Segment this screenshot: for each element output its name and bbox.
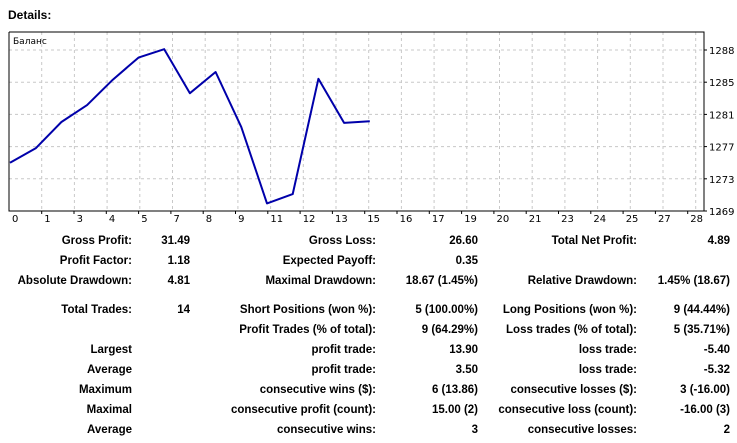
stat-value: 2 — [723, 424, 730, 436]
stat-value: 4.89 — [707, 235, 730, 247]
stat-label: consecutive wins: — [276, 424, 376, 436]
stat-label: consecutive losses: — [527, 424, 637, 436]
stat-label: Profit Factor: — [59, 255, 132, 267]
x-tick-label: 12 — [303, 214, 316, 225]
stat-value: 14 — [177, 304, 190, 316]
stat-value: 1.45% (18.67) — [657, 275, 730, 287]
y-tick-label: 1269 — [709, 207, 734, 218]
x-tick-label: 28 — [690, 214, 703, 225]
plot-border — [8, 31, 705, 212]
stat-value: 26.60 — [449, 235, 478, 247]
stat-label: Profit Trades (% of total): — [239, 324, 376, 336]
stat-value: 3 — [471, 424, 478, 436]
x-tick-label: 23 — [561, 214, 574, 225]
stat-value: 13.90 — [449, 344, 478, 356]
stat-label: Largest — [90, 344, 132, 356]
stat-label: Average — [87, 424, 132, 436]
stat-label: Gross Loss: — [308, 235, 376, 247]
stat-value: 3.50 — [455, 364, 478, 376]
x-tick-label: 25 — [626, 214, 639, 225]
x-tick-label: 17 — [432, 214, 445, 225]
x-tick-label: 21 — [529, 214, 542, 225]
stat-value: 9 (64.29%) — [421, 324, 478, 336]
stat-label: Average — [87, 364, 132, 376]
legend-label: Баланс — [13, 37, 47, 47]
x-tick-label: 27 — [658, 214, 671, 225]
x-tick-label: 11 — [270, 214, 283, 225]
stat-value: 18.67 (1.45%) — [405, 275, 478, 287]
stat-label: Long Positions (won %): — [502, 304, 637, 316]
stat-label: Gross Profit: — [61, 235, 132, 247]
stat-label: Total Net Profit: — [551, 235, 637, 247]
stat-label: profit trade: — [311, 364, 376, 376]
x-tick-label: 13 — [335, 214, 348, 225]
stat-label: loss trade: — [578, 364, 637, 376]
y-tick-label: 1277 — [709, 143, 734, 154]
stat-value: -5.40 — [703, 344, 730, 356]
stat-value: 3 (-16.00) — [680, 384, 730, 396]
stat-label: loss trade: — [578, 344, 637, 356]
x-tick-label: 19 — [464, 214, 477, 225]
stat-label: Short Positions (won %): — [239, 304, 376, 316]
y-tick-label: 1285 — [709, 78, 734, 89]
y-tick-label: 1273 — [709, 175, 734, 186]
stat-value: 5 (100.00%) — [415, 304, 478, 316]
x-tick-label: 16 — [400, 214, 413, 225]
stat-label: Total Trades: — [61, 304, 132, 316]
stat-value: 0.35 — [455, 255, 478, 267]
stat-value: 5 (35.71%) — [673, 324, 730, 336]
stat-value: -5.32 — [703, 364, 730, 376]
stat-label: Expected Payoff: — [282, 255, 376, 267]
x-tick-label: 5 — [141, 214, 147, 225]
stat-label: consecutive profit (count): — [230, 404, 376, 416]
stat-value: 6 (13.86) — [431, 384, 478, 396]
stat-label: consecutive loss (count): — [498, 404, 637, 416]
stat-label: Loss trades (% of total): — [506, 324, 637, 336]
x-tick-label: 4 — [109, 214, 115, 225]
details-title: Details: — [8, 8, 52, 22]
x-tick-label: 20 — [497, 214, 510, 225]
stat-value: -16.00 (3) — [680, 404, 730, 416]
stat-label: Maximal Drawdown: — [265, 275, 376, 287]
stat-label: consecutive wins ($): — [259, 384, 376, 396]
stat-label: profit trade: — [311, 344, 376, 356]
stat-label: consecutive losses ($): — [510, 384, 637, 396]
stat-label: Maximum — [78, 384, 132, 396]
x-tick-label: 24 — [593, 214, 606, 225]
stat-label: Absolute Drawdown: — [17, 275, 132, 287]
x-tick-label: 7 — [174, 214, 180, 225]
x-tick-label: 1 — [44, 214, 50, 225]
x-tick-label: 3 — [77, 214, 83, 225]
stat-value: 1.18 — [167, 255, 190, 267]
stat-value: 31.49 — [161, 235, 190, 247]
x-tick-label: 9 — [238, 214, 244, 225]
stat-label: Relative Drawdown: — [527, 275, 637, 287]
x-tick-label: 15 — [367, 214, 380, 225]
y-tick-label: 1288 — [709, 46, 734, 57]
stat-value: 15.00 (2) — [431, 404, 478, 416]
x-tick-label: 0 — [12, 214, 18, 225]
stat-value: 4.81 — [167, 275, 190, 287]
stat-label: Maximal — [86, 404, 132, 416]
y-tick-label: 1281 — [709, 110, 734, 121]
x-tick-label: 8 — [206, 214, 212, 225]
stat-value: 9 (44.44%) — [673, 304, 730, 316]
